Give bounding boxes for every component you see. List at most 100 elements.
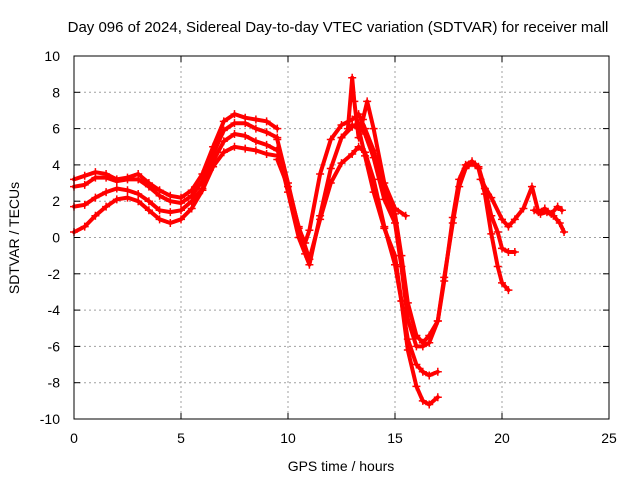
data-point <box>102 188 111 197</box>
y-tick-label: 0 <box>52 230 60 246</box>
data-point <box>166 197 175 206</box>
data-point <box>493 262 502 271</box>
data-point <box>273 155 282 164</box>
data-point <box>241 119 250 128</box>
data-point <box>80 222 89 231</box>
data-point <box>418 396 427 405</box>
data-point <box>433 367 442 376</box>
y-tick-label: -4 <box>48 302 61 318</box>
data-point <box>80 171 89 180</box>
data-point <box>397 297 406 306</box>
grid-lines <box>74 56 609 419</box>
x-tick-label: 20 <box>494 430 510 446</box>
data-point <box>412 360 421 369</box>
data-point <box>316 169 325 178</box>
data-point <box>474 162 483 171</box>
data-point <box>560 228 569 237</box>
plot-frame <box>73 55 610 420</box>
data-point <box>251 115 260 124</box>
axis-ticks: 0 5 10 15 20 25 -10 -8 -6 -4 -2 0 2 4 6 8 10 <box>40 48 617 446</box>
data-point <box>391 204 399 213</box>
series-line-pass-6 <box>275 121 517 349</box>
data-point <box>155 215 164 224</box>
data-point <box>401 211 410 220</box>
data-point <box>476 175 485 184</box>
data-point <box>123 193 132 202</box>
data-point <box>361 130 370 139</box>
data-point <box>418 367 427 376</box>
data-point <box>493 228 502 237</box>
data-point <box>553 202 562 211</box>
data-point <box>230 130 239 139</box>
data-point <box>391 251 399 260</box>
data-point <box>403 346 412 355</box>
data-point <box>487 193 496 202</box>
data-point <box>241 131 250 140</box>
data-point <box>112 184 121 193</box>
data-point <box>294 222 303 231</box>
data-point <box>198 186 207 195</box>
data-point <box>530 206 539 215</box>
data-point <box>542 208 551 217</box>
x-tick-label: 0 <box>70 430 78 446</box>
data-point <box>112 177 121 186</box>
data-point <box>527 182 536 191</box>
data-point <box>155 191 164 200</box>
data-point <box>380 224 389 233</box>
data-point <box>251 137 260 146</box>
data-point <box>326 164 335 173</box>
data-point <box>397 262 406 271</box>
data-point <box>91 193 100 202</box>
y-tick-label: -2 <box>48 266 61 282</box>
data-point <box>487 211 496 220</box>
y-tick-label: -6 <box>48 338 61 354</box>
data-point <box>498 215 506 224</box>
series-line-pass-8 <box>339 123 440 407</box>
data-point <box>363 97 372 106</box>
data-point <box>102 173 111 182</box>
data-point <box>177 199 185 208</box>
data-point <box>455 175 464 184</box>
data-point <box>123 175 132 184</box>
data-point <box>177 215 185 224</box>
data-point <box>102 202 111 211</box>
chart-title: Day 096 of 2024, Sidereal Day-to-day VTE… <box>68 19 609 36</box>
data-point <box>316 215 325 224</box>
data-point <box>262 128 271 137</box>
data-point <box>468 157 477 166</box>
data-point <box>425 371 434 380</box>
data-point <box>343 124 352 133</box>
plot-area <box>70 73 569 409</box>
data-point <box>504 222 513 231</box>
data-point <box>369 153 378 162</box>
data-point <box>144 182 153 191</box>
data-point <box>112 195 121 204</box>
data-point <box>337 120 346 129</box>
data-point <box>219 126 228 135</box>
data-point <box>241 144 250 153</box>
data-point <box>425 338 434 347</box>
data-point <box>448 213 457 222</box>
data-point <box>166 208 175 217</box>
data-point <box>519 204 528 213</box>
data-point <box>80 180 89 189</box>
data-point <box>273 135 282 144</box>
x-tick-label: 25 <box>601 430 617 446</box>
data-point <box>262 150 271 159</box>
data-point <box>134 175 143 184</box>
data-point <box>219 117 228 126</box>
data-point <box>230 110 239 119</box>
data-point <box>498 278 506 287</box>
data-point <box>155 206 164 215</box>
data-point <box>91 211 100 220</box>
data-point <box>134 189 143 198</box>
data-point <box>326 135 335 144</box>
data-point <box>262 117 271 126</box>
data-point <box>536 209 545 218</box>
data-point <box>549 211 558 220</box>
y-tick-label: 2 <box>52 193 60 209</box>
data-point <box>187 204 196 213</box>
series-line-pass-5 <box>275 112 511 345</box>
y-tick-label: 6 <box>52 121 60 137</box>
x-tick-label: 5 <box>177 430 185 446</box>
